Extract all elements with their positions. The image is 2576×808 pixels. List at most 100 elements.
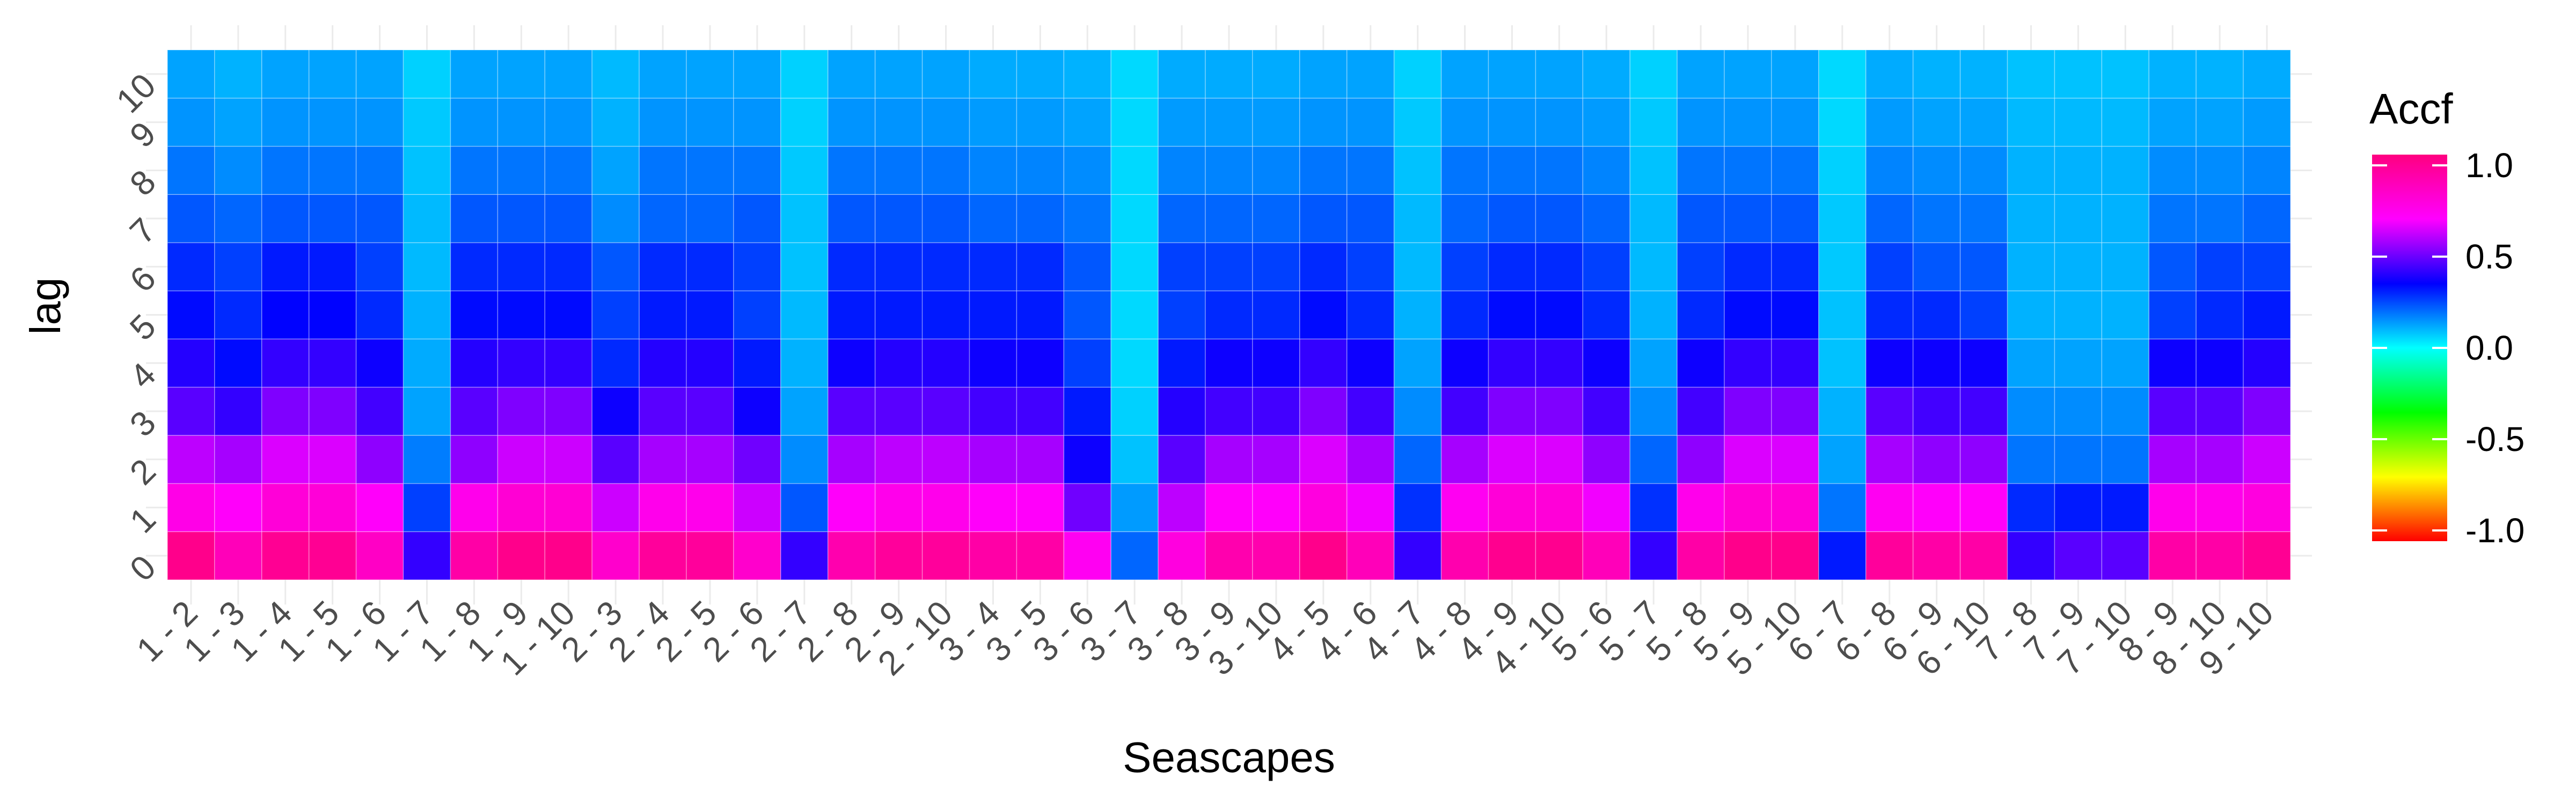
heatmap-cell xyxy=(261,194,310,243)
legend-tick-label: -0.5 xyxy=(2465,420,2524,458)
heatmap-cell xyxy=(1299,194,1348,243)
heatmap-cell xyxy=(450,290,499,340)
legend-tick-label: 0.0 xyxy=(2465,329,2513,367)
heatmap-cell xyxy=(1724,49,1772,99)
heatmap-cell xyxy=(2054,531,2103,580)
heatmap-cell xyxy=(1063,387,1111,436)
heatmap-cell xyxy=(686,97,734,147)
heatmap-cell xyxy=(874,49,923,99)
heatmap-cell xyxy=(733,194,781,243)
heatmap-cell xyxy=(1252,145,1300,195)
heatmap-cell xyxy=(1912,49,1961,99)
heatmap-cell xyxy=(1016,242,1065,292)
heatmap-cell xyxy=(1959,194,2008,243)
heatmap-cell xyxy=(1677,49,1725,99)
heatmap-cell xyxy=(450,145,499,195)
heatmap-cell xyxy=(1158,290,1206,340)
heatmap-cell xyxy=(1677,387,1725,436)
heatmap-cell xyxy=(2054,290,2103,340)
heatmap-cell xyxy=(1771,483,1819,533)
heatmap-cell xyxy=(1629,531,1678,580)
heatmap-cell xyxy=(497,338,546,388)
heatmap-cell xyxy=(1393,387,1442,436)
heatmap-cell xyxy=(1629,97,1678,147)
heatmap-cell xyxy=(828,290,876,340)
heatmap-cell xyxy=(1158,387,1206,436)
heatmap-cell xyxy=(2101,387,2150,436)
heatmap-cell xyxy=(1818,435,1867,484)
heatmap-cell xyxy=(2054,483,2103,533)
heatmap-cell xyxy=(2148,145,2197,195)
heatmap-cell xyxy=(1677,242,1725,292)
heatmap-cell xyxy=(355,435,404,484)
heatmap-cell xyxy=(1488,290,1536,340)
heatmap-cell xyxy=(402,338,451,388)
heatmap-cell xyxy=(1158,194,1206,243)
heatmap-cell xyxy=(1063,290,1111,340)
heatmap-cell xyxy=(2196,97,2244,147)
heatmap-cell xyxy=(1677,145,1725,195)
heatmap-cell xyxy=(1677,194,1725,243)
heatmap-cell xyxy=(2196,483,2244,533)
heatmap-cell xyxy=(1393,435,1442,484)
heatmap-cell xyxy=(1252,483,1300,533)
heatmap-cell xyxy=(969,242,1018,292)
heatmap-cell xyxy=(1346,145,1395,195)
heatmap-cell xyxy=(1629,242,1678,292)
heatmap-cell xyxy=(1016,338,1065,388)
heatmap-cell xyxy=(1488,435,1536,484)
heatmap-cell xyxy=(686,49,734,99)
heatmap-cell xyxy=(1016,531,1065,580)
heatmap-cell xyxy=(780,97,829,147)
heatmap-cell xyxy=(1865,387,1914,436)
heatmap-cell xyxy=(1535,242,1584,292)
heatmap-cell xyxy=(402,387,451,436)
heatmap-cell xyxy=(733,483,781,533)
heatmap-cell xyxy=(544,483,592,533)
heatmap-cell xyxy=(733,531,781,580)
heatmap-cell xyxy=(1629,194,1678,243)
heatmap-cell xyxy=(167,338,215,388)
heatmap-cell xyxy=(2243,145,2291,195)
heatmap-cell xyxy=(921,194,970,243)
heatmap-cell xyxy=(2148,49,2197,99)
heatmap-cell xyxy=(1440,483,1489,533)
heatmap-cell xyxy=(2101,145,2150,195)
heatmap-cell xyxy=(261,483,310,533)
heatmap-cell xyxy=(1299,49,1348,99)
heatmap-cell xyxy=(2196,194,2244,243)
heatmap-cell xyxy=(402,290,451,340)
heatmap-cell xyxy=(1865,483,1914,533)
heatmap-cell xyxy=(1488,242,1536,292)
heatmap-cell xyxy=(1440,194,1489,243)
heatmap-cell xyxy=(1440,338,1489,388)
heatmap-cell xyxy=(544,242,592,292)
heatmap-cell xyxy=(1724,338,1772,388)
heatmap-cell xyxy=(2007,290,2055,340)
heatmap-cell xyxy=(1818,338,1867,388)
heatmap-cell xyxy=(1629,145,1678,195)
heatmap-cell xyxy=(1771,145,1819,195)
heatmap-cell xyxy=(1677,97,1725,147)
heatmap-cell xyxy=(402,194,451,243)
heatmap-cell xyxy=(1299,242,1348,292)
heatmap-cell xyxy=(2101,242,2150,292)
heatmap-cell xyxy=(261,97,310,147)
heatmap-cell xyxy=(686,531,734,580)
heatmap-cell xyxy=(2196,387,2244,436)
heatmap-cell xyxy=(1488,49,1536,99)
heatmap-cell xyxy=(1959,49,2008,99)
heatmap-cell xyxy=(1771,49,1819,99)
heatmap-cell xyxy=(2196,145,2244,195)
heatmap-cell xyxy=(591,483,640,533)
heatmap-cell xyxy=(1488,387,1536,436)
heatmap-cell xyxy=(1771,387,1819,436)
heatmap-cell xyxy=(780,145,829,195)
heatmap-cell xyxy=(1771,97,1819,147)
heatmap-cell xyxy=(167,145,215,195)
heatmap-cell xyxy=(2101,290,2150,340)
heatmap-cell xyxy=(2007,49,2055,99)
heatmap-cell xyxy=(1912,145,1961,195)
heatmap-cell xyxy=(1818,49,1867,99)
heatmap-cell xyxy=(1865,531,1914,580)
